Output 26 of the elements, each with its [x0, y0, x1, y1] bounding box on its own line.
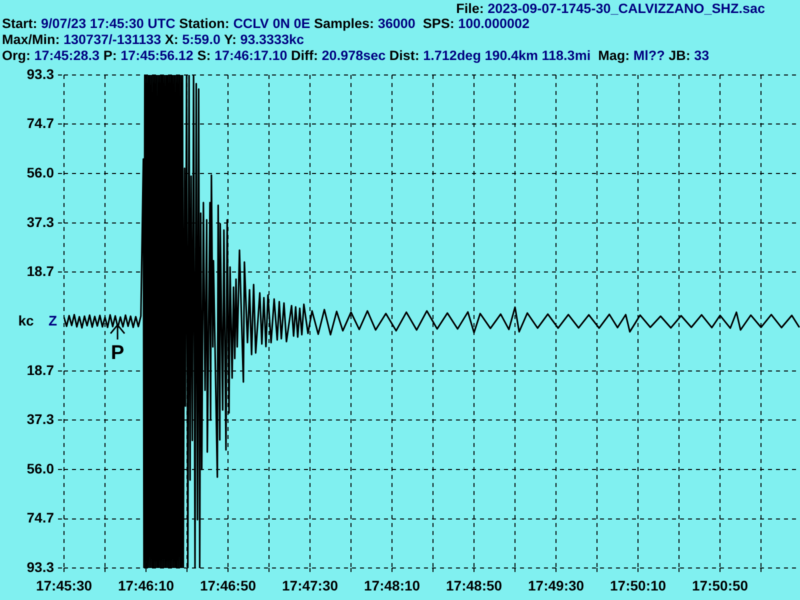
y-tick-label: 93.3	[26, 66, 54, 82]
x-tick-label: 17:45:30	[36, 577, 92, 594]
y-tick-label: 56.0	[26, 460, 54, 476]
y-tick-label: 37.3	[26, 410, 54, 427]
annotation: P	[110, 342, 124, 364]
y-tick-label: 74.7	[26, 115, 54, 131]
text: Org: 17:45:28.3 P: 17:45:56.12 S: 17:46:17.10 Diff: 20.978sec Dist: 1.712deg 190.4km 118.3mi Mag: Ml?? JB: 33	[2, 48, 710, 63]
text: Start: 9/07/23 17:45:30 UTC Station: CCLV 0N 0E Samples: 36000 SPS: 100.000002	[2, 16, 530, 31]
x-tick-label: 17:46:10	[118, 577, 174, 594]
x-tick-label: 17:48:10	[364, 577, 420, 594]
text: Max/Min: 130737/-131133 X: 5:59.0 Y: 93.3333kc	[2, 32, 304, 47]
x-tick-label: 17:47:30	[282, 577, 338, 594]
y-tick-label: 56.0	[26, 164, 54, 180]
y-tick-label: 18.7	[26, 262, 54, 279]
y-tick-label: 37.3	[26, 214, 54, 230]
y-tick-label: 74.7	[26, 510, 54, 526]
series-label: Z	[48, 312, 58, 328]
y-axis-title: kc	[18, 312, 34, 328]
x-tick-label: 17:46:50	[200, 577, 256, 594]
chart-title: File: 2023-09-07-1745-30_CALVIZZANO_SHZ.sac	[456, 1, 765, 16]
x-tick-label: 17:50:10	[610, 577, 666, 594]
x-tick-label: 17:48:50	[446, 577, 502, 594]
y-tick-label: 18.7	[26, 362, 54, 378]
x-tick-label: 17:49:30	[528, 577, 584, 594]
y-tick-label: 93.3	[26, 558, 54, 575]
x-tick-label: 17:50:50	[692, 577, 748, 594]
